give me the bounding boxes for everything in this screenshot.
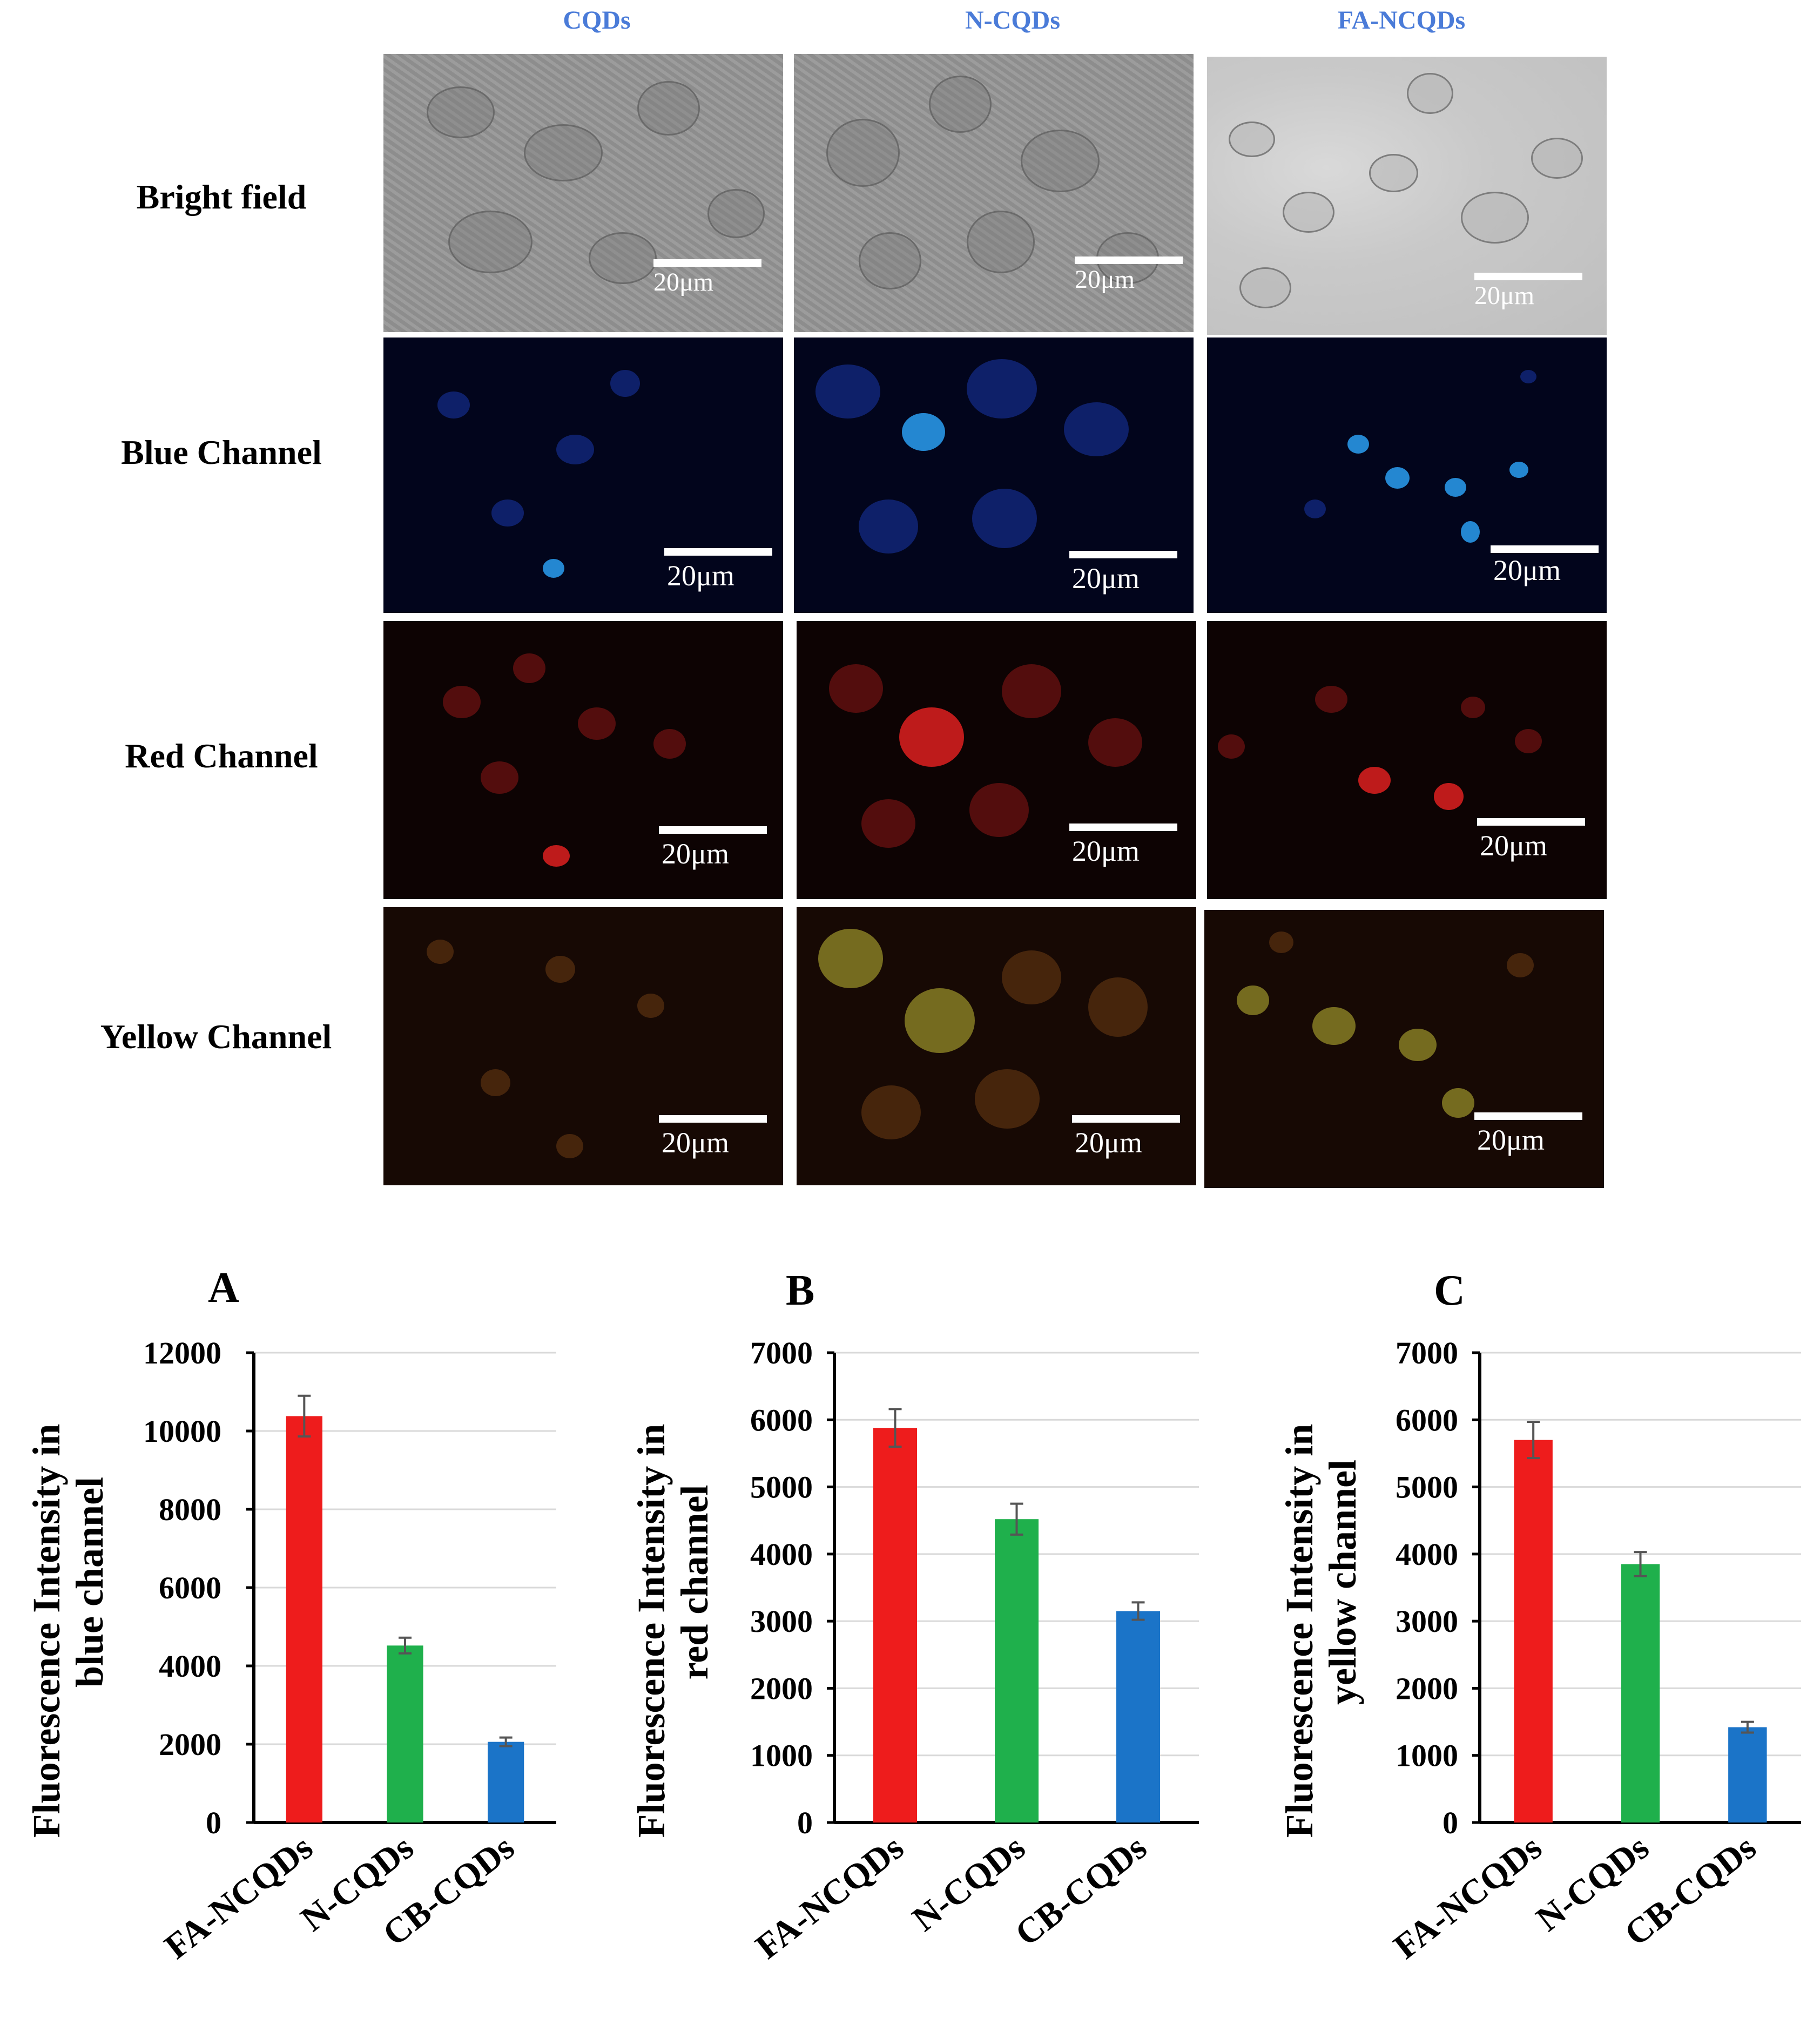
- scale-bar-label: 20μm: [667, 559, 734, 592]
- scale-bar-label: 20μm: [1477, 1124, 1545, 1156]
- scale-bar-label: 20μm: [1075, 265, 1135, 294]
- row-label-yellow-channel: Yellow Channel: [100, 1017, 332, 1056]
- bar: [1514, 1440, 1553, 1823]
- row-label-blue-channel: Blue Channel: [121, 433, 322, 471]
- scale-bar: [1477, 818, 1585, 826]
- y-axis-label: Fluorescence Intensity in: [25, 1424, 68, 1838]
- scale-bar: [653, 259, 761, 267]
- y-tick-label: 3000: [1396, 1604, 1458, 1639]
- scale-bar-label: 20μm: [1072, 562, 1140, 595]
- scale-bar-label: 20μm: [662, 1126, 729, 1159]
- bar: [1728, 1727, 1767, 1823]
- scale-bar-label: 20μm: [1474, 281, 1535, 310]
- micrograph-bright-field-cqds: 20μm: [383, 54, 783, 332]
- y-tick-label: 7000: [750, 1335, 813, 1371]
- y-axis-label: Fluorescence Intensity in: [1278, 1424, 1321, 1838]
- scale-bar-label: 20μm: [1480, 829, 1547, 862]
- y-tick-label: 10000: [143, 1414, 221, 1449]
- y-tick-label: 6000: [1396, 1402, 1458, 1437]
- x-tick-label: FA-NCQDs: [157, 1827, 320, 1967]
- chart-panel-letter-c: C: [1434, 1267, 1465, 1314]
- x-tick-label: FA-NCQDs: [749, 1827, 911, 1967]
- micrograph-blue-channel-n-cqds: 20μm: [794, 338, 1194, 613]
- column-title-cqds: CQDs: [563, 6, 631, 35]
- column-title-n-cqds: N-CQDs: [965, 6, 1060, 35]
- bar-charts: 020004000600080001000012000FA-NCQDsN-CQD…: [25, 1335, 1801, 1967]
- scale-bar-label: 20μm: [653, 268, 714, 296]
- y-tick-label: 12000: [143, 1335, 221, 1371]
- row-label-bright-field: Bright field: [136, 178, 307, 216]
- micrograph-bright-field-fa-ncqds: 20μm: [1207, 57, 1607, 335]
- y-tick-label: 7000: [1396, 1335, 1458, 1371]
- y-tick-label: 2000: [750, 1671, 813, 1706]
- y-tick-label: 1000: [1396, 1738, 1458, 1773]
- y-tick-label: 0: [1442, 1805, 1458, 1840]
- scale-bar: [1474, 273, 1582, 280]
- scale-bar: [659, 1115, 767, 1123]
- y-tick-label: 6000: [159, 1570, 221, 1605]
- y-tick-label: 2000: [159, 1727, 221, 1762]
- y-tick-label: 4000: [1396, 1537, 1458, 1572]
- scale-bar-label: 20μm: [1493, 554, 1561, 586]
- bar: [1621, 1564, 1660, 1823]
- scale-bar: [1069, 824, 1177, 831]
- micrograph-yellow-channel-n-cqds: 20μm: [797, 907, 1196, 1185]
- scale-bar: [1072, 1115, 1180, 1123]
- micrograph-red-channel-fa-ncqds: 20μm: [1207, 621, 1607, 899]
- bar: [873, 1428, 917, 1823]
- scale-bar: [659, 826, 767, 834]
- bar: [488, 1742, 524, 1823]
- bar: [1116, 1611, 1160, 1823]
- x-tick-label: FA-NCQDs: [1386, 1827, 1549, 1967]
- y-tick-label: 6000: [750, 1402, 813, 1437]
- micrograph-blue-channel-cqds: 20μm: [383, 338, 783, 613]
- y-tick-label: 4000: [750, 1537, 813, 1572]
- bar: [995, 1519, 1039, 1823]
- y-axis-label: Fluorescence Intensity in: [630, 1424, 673, 1838]
- y-axis-label: red channel: [673, 1485, 716, 1680]
- scale-bar: [664, 548, 772, 556]
- x-tick-label: CB-CQDs: [1008, 1827, 1154, 1954]
- y-tick-label: 5000: [1396, 1470, 1458, 1505]
- row-label-red-channel: Red Channel: [125, 737, 318, 775]
- micrograph-bright-field-n-cqds: 20μm: [794, 54, 1194, 332]
- y-tick-label: 5000: [750, 1470, 813, 1505]
- y-tick-label: 0: [206, 1805, 221, 1840]
- y-tick-label: 1000: [750, 1738, 813, 1773]
- chart-panel-letter-a: A: [208, 1264, 239, 1312]
- bar: [387, 1645, 423, 1823]
- scale-bar: [1075, 256, 1183, 264]
- scale-bar: [1069, 551, 1177, 558]
- micrograph-red-channel-n-cqds: 20μm: [797, 621, 1196, 899]
- scale-bar: [1474, 1112, 1582, 1120]
- micrograph-blue-channel-fa-ncqds: 20μm: [1207, 338, 1607, 613]
- scale-bar-label: 20μm: [1075, 1126, 1142, 1159]
- scale-bar-label: 20μm: [662, 838, 729, 870]
- column-title-fa-ncqds: FA-NCQDs: [1337, 6, 1466, 35]
- scale-bar: [1491, 545, 1599, 553]
- micrograph-red-channel-cqds: 20μm: [383, 621, 783, 899]
- micrograph-yellow-channel-cqds: 20μm: [383, 907, 783, 1185]
- y-axis-label: yellow channel: [1321, 1460, 1364, 1705]
- y-tick-label: 2000: [1396, 1671, 1458, 1706]
- y-axis-label: blue channel: [68, 1477, 111, 1688]
- y-tick-label: 8000: [159, 1492, 221, 1527]
- chart-panel-letter-b: B: [786, 1267, 815, 1314]
- bar: [286, 1416, 322, 1823]
- micrograph-yellow-channel-fa-ncqds: 20μm: [1204, 910, 1604, 1188]
- y-tick-label: 3000: [750, 1604, 813, 1639]
- y-tick-label: 4000: [159, 1649, 221, 1684]
- scale-bar-label: 20μm: [1072, 835, 1140, 867]
- y-tick-label: 0: [797, 1805, 813, 1840]
